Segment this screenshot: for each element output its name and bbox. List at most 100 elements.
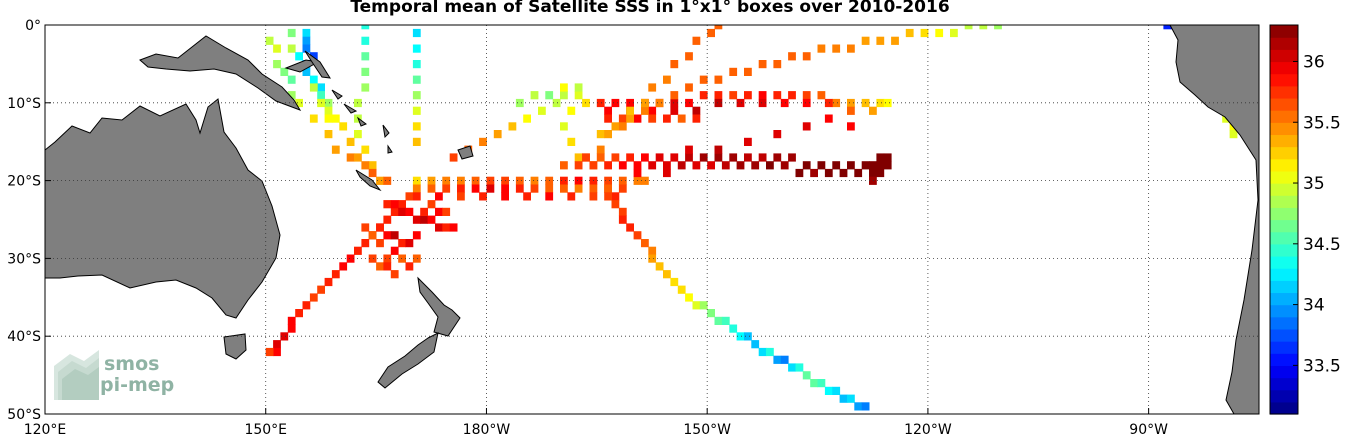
- new-guinea-island: [139, 35, 302, 111]
- salinity-cell: [560, 91, 568, 100]
- colorbar-stripe: [1270, 365, 1298, 379]
- salinity-cell: [994, 25, 1002, 30]
- salinity-cell: [847, 44, 855, 53]
- colorbar-stripe: [1270, 25, 1298, 38]
- salinity-cell: [832, 161, 841, 170]
- salinity-cell: [810, 379, 818, 388]
- salinity-cell: [412, 60, 421, 69]
- salinity-cell: [869, 161, 877, 170]
- salinity-cell: [435, 207, 443, 216]
- salinity-cell: [935, 28, 944, 38]
- vanuatu-islands: [382, 124, 393, 154]
- salinity-cell: [273, 44, 281, 53]
- colorbar-tick-label: 36: [1303, 52, 1325, 72]
- salinity-cell: [773, 60, 782, 69]
- x-tick-label: 180°W: [463, 422, 511, 436]
- salinity-cell: [773, 355, 782, 364]
- salinity-cell: [442, 207, 451, 216]
- salinity-cell: [854, 402, 863, 411]
- salinity-cell: [398, 254, 406, 263]
- salinity-cell: [435, 223, 443, 232]
- salinity-cell: [368, 168, 377, 178]
- salinity-cell: [457, 192, 465, 201]
- salinity-cell: [788, 153, 796, 162]
- salinity-cell: [670, 106, 679, 115]
- colorbar-stripe: [1270, 401, 1298, 415]
- salinity-cell: [744, 67, 752, 76]
- salinity-cell: [758, 91, 767, 100]
- salinity-cell: [331, 145, 340, 154]
- salinity-cell: [641, 239, 649, 248]
- colorbar-stripe: [1270, 389, 1298, 403]
- new-caledonia-island: [355, 169, 382, 192]
- salinity-cell: [560, 83, 568, 92]
- salinity-cell: [766, 161, 774, 170]
- salinity-cell: [427, 176, 436, 185]
- salinity-cell: [802, 161, 811, 170]
- salinity-cell: [655, 153, 664, 162]
- salinity-cell: [265, 347, 274, 357]
- salinity-cell: [663, 270, 671, 279]
- x-tick-label: 120°E: [24, 422, 67, 436]
- salinity-cell: [707, 28, 715, 38]
- salinity-cell: [876, 36, 885, 45]
- salinity-cell: [729, 91, 738, 100]
- salinity-cell: [832, 386, 841, 395]
- salinity-cell: [714, 316, 723, 325]
- salinity-cell: [471, 184, 480, 193]
- salinity-cell: [287, 91, 296, 100]
- salinity-cell: [427, 184, 436, 193]
- salinity-cell: [545, 184, 554, 193]
- salinity-cell: [802, 98, 811, 108]
- salinity-cell: [869, 176, 877, 185]
- salinity-cell: [692, 36, 701, 45]
- logo-line2: pi-mep: [100, 374, 174, 396]
- salinity-cell: [648, 246, 657, 255]
- salinity-cell: [567, 192, 576, 201]
- salinity-cell: [795, 168, 804, 178]
- salinity-cell: [876, 168, 885, 178]
- salinity-cell: [589, 192, 598, 201]
- salinity-cell: [883, 98, 892, 108]
- colorbar-stripe: [1270, 183, 1298, 196]
- salinity-cell: [839, 168, 848, 178]
- salinity-cell: [405, 262, 414, 271]
- salinity-cell: [560, 184, 568, 193]
- salinity-cell: [412, 91, 421, 100]
- salinity-cell: [847, 106, 855, 115]
- salinity-cell: [339, 262, 348, 271]
- salinity-cell: [376, 262, 384, 271]
- salinity-cell: [538, 106, 546, 115]
- colorbar-stripe: [1270, 255, 1298, 269]
- colorbar-stripe: [1270, 377, 1298, 391]
- land-layer: [45, 25, 1259, 414]
- salinity-cell: [685, 293, 693, 302]
- salinity-cell: [655, 98, 664, 108]
- salinity-cell: [295, 309, 303, 318]
- salinity-cell: [670, 153, 679, 162]
- colorbar-stripe: [1270, 170, 1298, 184]
- colorbar-stripe: [1270, 219, 1298, 233]
- salinity-cell: [736, 98, 745, 108]
- salinity-cell: [412, 44, 421, 53]
- salinity-cell: [641, 176, 649, 185]
- colorbar-stripe: [1270, 146, 1298, 160]
- salinity-cell: [618, 114, 627, 123]
- salinity-cell: [317, 91, 325, 100]
- salinity-cell: [324, 98, 333, 108]
- salinity-cell: [398, 239, 406, 248]
- salinity-cell: [648, 114, 657, 123]
- salinity-cell: [758, 60, 767, 69]
- salinity-cell: [324, 277, 333, 287]
- salinity-cell: [736, 332, 745, 341]
- salinity-cell: [721, 316, 730, 325]
- salinity-cell: [1163, 25, 1172, 30]
- salinity-cell: [361, 161, 370, 170]
- colorbar-stripe: [1270, 134, 1298, 148]
- salinity-cell: [302, 28, 311, 38]
- salinity-cell: [883, 153, 892, 162]
- salinity-cell: [530, 184, 539, 193]
- salinity-cell: [331, 270, 340, 279]
- salinity-cell: [457, 176, 465, 185]
- salinity-cell: [979, 25, 988, 30]
